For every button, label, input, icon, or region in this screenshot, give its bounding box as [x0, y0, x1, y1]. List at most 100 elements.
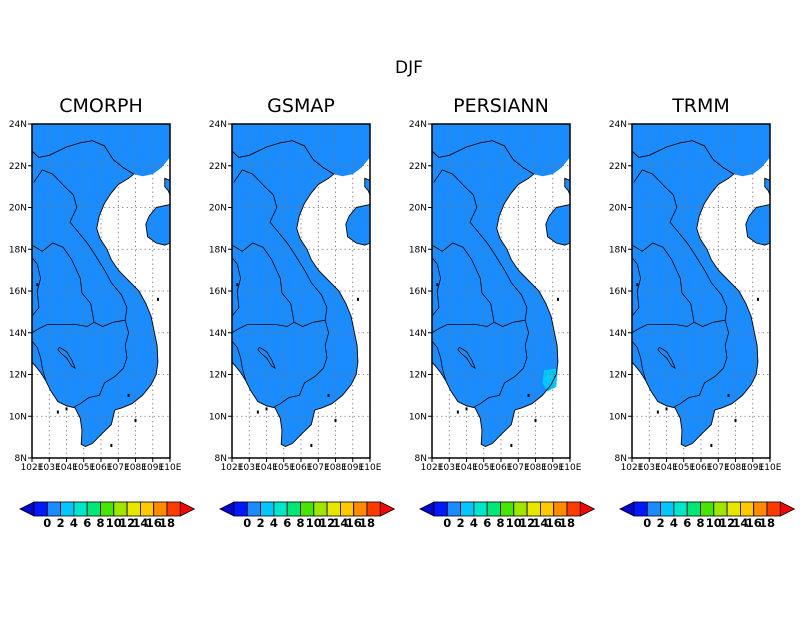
precip-patch — [542, 368, 558, 392]
lat-tick-label: 12N — [409, 371, 427, 381]
lat-tick-label: 20N — [9, 204, 27, 214]
lat-tick-label: 22N — [9, 162, 27, 172]
colorbar-label: 4 — [270, 516, 278, 530]
lon-tick-label: 106E — [290, 463, 313, 473]
lon-tick-label: 107E — [707, 463, 730, 473]
lon-tick-label: 103E — [238, 463, 261, 473]
land-fill-north — [432, 124, 570, 177]
lat-tick-label: 24N — [9, 120, 27, 130]
colorbar-max-triangle — [779, 501, 796, 517]
colorbar-bin — [566, 501, 581, 517]
panel-title: TRMM — [671, 95, 730, 117]
island-dot — [756, 297, 759, 301]
lat-tick-label: 18N — [9, 245, 27, 255]
colorbar-label: 12 — [719, 516, 735, 530]
colorbar-label: 0 — [443, 516, 451, 530]
island-dot — [334, 418, 337, 422]
lat-tick-label: 22N — [409, 162, 427, 172]
colorbar-label: 18 — [559, 516, 575, 530]
country-border — [32, 321, 95, 334]
colorbar-label: 6 — [483, 516, 491, 530]
hainan-fill — [745, 204, 770, 246]
coastline — [432, 140, 559, 447]
lat-tick-label: 10N — [609, 412, 627, 422]
country-border — [32, 340, 47, 381]
precip-field — [32, 124, 170, 458]
colorbar-bin — [753, 501, 768, 517]
lat-tick-label: 24N — [209, 120, 227, 130]
colorbar-bin — [139, 501, 155, 517]
country-border — [432, 242, 526, 327]
colorbar-label: 2 — [657, 516, 665, 530]
lat-tick-label: 8N — [215, 454, 227, 464]
country-border — [432, 340, 447, 381]
hainan-coast — [545, 203, 570, 246]
lon-tick-label: 110E — [559, 463, 582, 473]
lat-tick-label: 18N — [409, 245, 427, 255]
lon-tick-label: 103E — [438, 463, 461, 473]
island-dot — [665, 407, 668, 411]
colorbar-label: 10 — [106, 516, 122, 530]
lat-tick-label: 10N — [409, 412, 427, 422]
land-fill-north — [632, 124, 770, 177]
colorbar-bin — [553, 501, 568, 517]
lon-tick-label: 104E — [255, 463, 278, 473]
lon-tick-label: 105E — [72, 463, 95, 473]
colorbar-bin — [326, 501, 341, 517]
colorbar-max-triangle — [379, 501, 396, 517]
colorbar-bin — [86, 501, 101, 517]
precip-field — [232, 124, 370, 458]
island-dot — [734, 418, 737, 422]
colorbar-bin — [526, 501, 541, 517]
colorbar-bin — [460, 501, 475, 517]
colorbar-label: 16 — [546, 516, 562, 530]
colorbar-label: 0 — [243, 516, 251, 530]
colorbar-label: 10 — [306, 516, 322, 530]
lon-tick-label: 109E — [541, 463, 564, 473]
colorbar-label: 8 — [496, 516, 504, 530]
colorbar-bin — [473, 501, 488, 517]
country-border — [632, 242, 726, 327]
island-dot — [656, 410, 659, 414]
land-fill — [632, 140, 758, 447]
panel-title: GSMAP — [267, 95, 335, 117]
colorbar-label: 4 — [70, 516, 78, 530]
colorbar-bin — [446, 501, 461, 517]
colorbar-bin — [339, 501, 355, 517]
colorbar-bin — [740, 501, 755, 517]
country-border — [632, 257, 642, 317]
map-panels: CMORPH8N10N12N14N16N18N20N22N24N102E103E… — [9, 95, 796, 530]
colorbar-bin — [46, 501, 61, 517]
colorbar-bin — [686, 501, 701, 517]
colorbar-label: 8 — [696, 516, 704, 530]
leizhou-coast — [364, 177, 370, 196]
colorbar-bin — [366, 501, 381, 517]
lat-tick-label: 12N — [209, 371, 227, 381]
colorbar-bin — [673, 501, 688, 517]
country-border — [632, 321, 695, 334]
country-border — [33, 169, 130, 408]
lat-tick-label: 12N — [609, 371, 627, 381]
colorbar-label: 6 — [83, 516, 91, 530]
island-dot — [236, 283, 239, 287]
colorbar-label: 2 — [257, 516, 265, 530]
colorbar-label: 8 — [296, 516, 304, 530]
colorbar-bin — [353, 501, 368, 517]
island-dot — [510, 443, 513, 447]
island-dot — [36, 283, 39, 287]
island-dot — [436, 283, 439, 287]
leizhou-coast — [564, 177, 570, 196]
lat-tick-label: 22N — [609, 162, 627, 172]
colorbar-bin — [113, 501, 128, 517]
lon-tick-label: 109E — [341, 463, 364, 473]
colorbar-bin — [433, 501, 448, 517]
land-fill — [432, 140, 558, 447]
colorbar-bin — [286, 501, 301, 517]
lat-tick-label: 10N — [9, 412, 27, 422]
lon-tick-label: 108E — [724, 463, 747, 473]
country-border — [232, 257, 242, 317]
island-dot — [256, 410, 259, 414]
colorbar-max-triangle — [579, 501, 596, 517]
island-dot — [556, 297, 559, 301]
